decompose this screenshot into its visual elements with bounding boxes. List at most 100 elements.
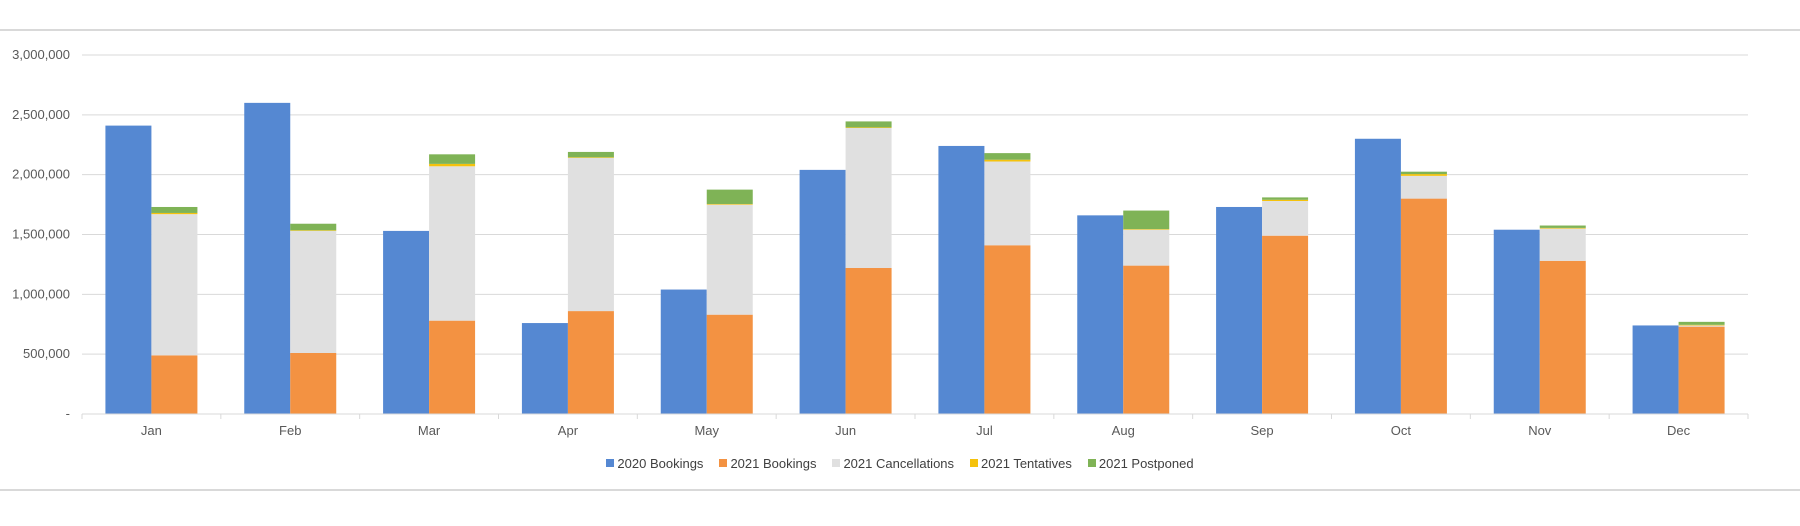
bar-2020-bookings-mar [383, 230, 430, 414]
chart-top-border [0, 29, 1800, 31]
bar-2021-cancellations-jul [984, 161, 1031, 246]
y-tick-label: 1,000,000 [12, 286, 70, 301]
bar-2021-bookings-sep [1262, 235, 1309, 414]
bar-2021-postponed-jan [151, 206, 198, 213]
x-tick-label: May [694, 423, 719, 438]
bar-2021-bookings-may [706, 314, 753, 414]
legend-label: 2021 Postponed [1098, 456, 1194, 471]
bar-2021-tentatives-feb [290, 230, 337, 231]
bar-2021-postponed-feb [290, 223, 337, 231]
legend: 2020 Bookings 2021 Bookings 2021 Cancellat… [0, 456, 1800, 471]
bar-2021-tentatives-oct [1400, 174, 1447, 176]
legend-swatch [970, 459, 979, 467]
bar-2021-postponed-oct [1400, 171, 1447, 175]
bar-2021-cancellations-dec [1678, 325, 1725, 327]
bar-2020-bookings-sep [1216, 206, 1263, 414]
bar-2021-cancellations-aug [1123, 229, 1170, 266]
bar-2021-bookings-jun [845, 268, 892, 414]
bar-2021-tentatives-apr [567, 157, 614, 158]
x-tick-label: Sep [1251, 423, 1274, 438]
x-tick-label: Apr [558, 423, 579, 438]
bar-2021-postponed-may [706, 189, 753, 204]
bar-2021-cancellations-mar [429, 166, 476, 321]
y-tick-label: 2,500,000 [12, 107, 70, 122]
bar-2021-cancellations-jun [845, 127, 892, 269]
legend-item: 2021 Bookings [719, 456, 816, 471]
bar-2021-cancellations-may [706, 204, 753, 315]
bar-2021-bookings-apr [567, 311, 614, 414]
legend-item: 2021 Cancellations [832, 456, 954, 471]
bar-2021-tentatives-sep [1262, 199, 1309, 201]
bar-2021-cancellations-sep [1262, 200, 1309, 236]
bar-2021-postponed-sep [1262, 197, 1309, 200]
bar-2020-bookings-dec [1632, 325, 1679, 414]
legend-item: 2021 Postponed [1087, 456, 1194, 471]
bar-2020-bookings-aug [1077, 215, 1124, 414]
bar-2021-tentatives-mar [429, 163, 476, 167]
bar-2021-cancellations-apr [567, 157, 614, 312]
bar-2021-cancellations-nov [1539, 228, 1586, 261]
bar-2021-cancellations-jan [151, 214, 198, 356]
y-tick-label: 500,000 [23, 346, 70, 361]
x-tick-label: Jan [141, 423, 162, 438]
bar-2021-bookings-feb [290, 352, 337, 414]
legend-label: 2021 Tentatives [981, 456, 1072, 471]
y-axis-labels: - 500,000 1,000,000 1,500,000 2,000,000 2,500… [12, 47, 70, 421]
bar-2020-bookings-feb [244, 102, 291, 414]
bar-2021-bookings-jan [151, 355, 198, 414]
bar-2021-bookings-aug [1123, 265, 1170, 414]
x-tick-label: Feb [279, 423, 301, 438]
x-tick-label: Jul [976, 423, 993, 438]
bar-2021-postponed-apr [567, 151, 614, 158]
x-tick-label: Oct [1391, 423, 1412, 438]
bar-2020-bookings-nov [1493, 229, 1540, 414]
bar-2021-bookings-nov [1539, 260, 1586, 414]
legend-swatch [832, 459, 841, 467]
bar-2021-postponed-nov [1539, 225, 1586, 228]
bar-2021-tentatives-jan [151, 212, 198, 215]
x-tick-label: Jun [835, 423, 856, 438]
bar-2020-bookings-apr [521, 323, 568, 414]
legend-label: 2021 Bookings [730, 456, 817, 471]
bar-2021-postponed-mar [429, 154, 476, 164]
bar-2021-bookings-mar [429, 320, 476, 414]
bar-2021-cancellations-oct [1400, 175, 1447, 199]
x-tick-label: Nov [1528, 423, 1552, 438]
legend-swatch [1087, 459, 1096, 467]
x-tick-label: Dec [1667, 423, 1691, 438]
bar-2021-bookings-jul [984, 245, 1031, 414]
bar-2021-postponed-jul [984, 153, 1031, 160]
x-tick-label: Aug [1112, 423, 1135, 438]
bar-2020-bookings-oct [1354, 138, 1401, 414]
bar-2021-tentatives-nov [1539, 227, 1586, 229]
legend-item: 2021 Tentatives [970, 456, 1072, 471]
bar-2021-tentatives-may [706, 203, 753, 205]
legend-item: 2020 Bookings [606, 456, 703, 471]
legend-swatch [719, 459, 728, 467]
bar-2021-tentatives-jun [845, 127, 892, 128]
bar-2020-bookings-jun [799, 169, 846, 414]
x-tick-label: Mar [418, 423, 441, 438]
legend-swatch [606, 459, 615, 467]
x-axis-labels: Jan Feb Mar Apr May Jun Jul Aug Sep Oct Nov Dec [141, 423, 1691, 438]
legend-label: 2020 Bookings [617, 456, 704, 471]
y-tick-label: 1,500,000 [12, 227, 70, 242]
bar-2021-tentatives-dec [1678, 324, 1725, 326]
bar-2021-postponed-jun [845, 121, 892, 128]
bar-2021-postponed-aug [1123, 210, 1170, 230]
bar-2020-bookings-jan [105, 125, 152, 414]
y-tick-label: - [66, 406, 70, 421]
bar-2020-bookings-may [660, 289, 707, 414]
bar-2021-tentatives-aug [1123, 229, 1170, 230]
bar-2021-bookings-oct [1400, 198, 1447, 414]
bar-2020-bookings-jul [938, 145, 985, 415]
gridlines [82, 54, 1748, 355]
y-tick-label: 2,000,000 [12, 167, 70, 182]
legend-label: 2021 Cancellations [843, 456, 955, 471]
bar-2021-bookings-dec [1678, 326, 1725, 414]
bar-2021-cancellations-feb [290, 230, 337, 353]
chart-bottom-border [0, 489, 1800, 491]
bar-2021-tentatives-jul [984, 159, 1031, 162]
y-tick-label: 3,000,000 [12, 47, 70, 62]
